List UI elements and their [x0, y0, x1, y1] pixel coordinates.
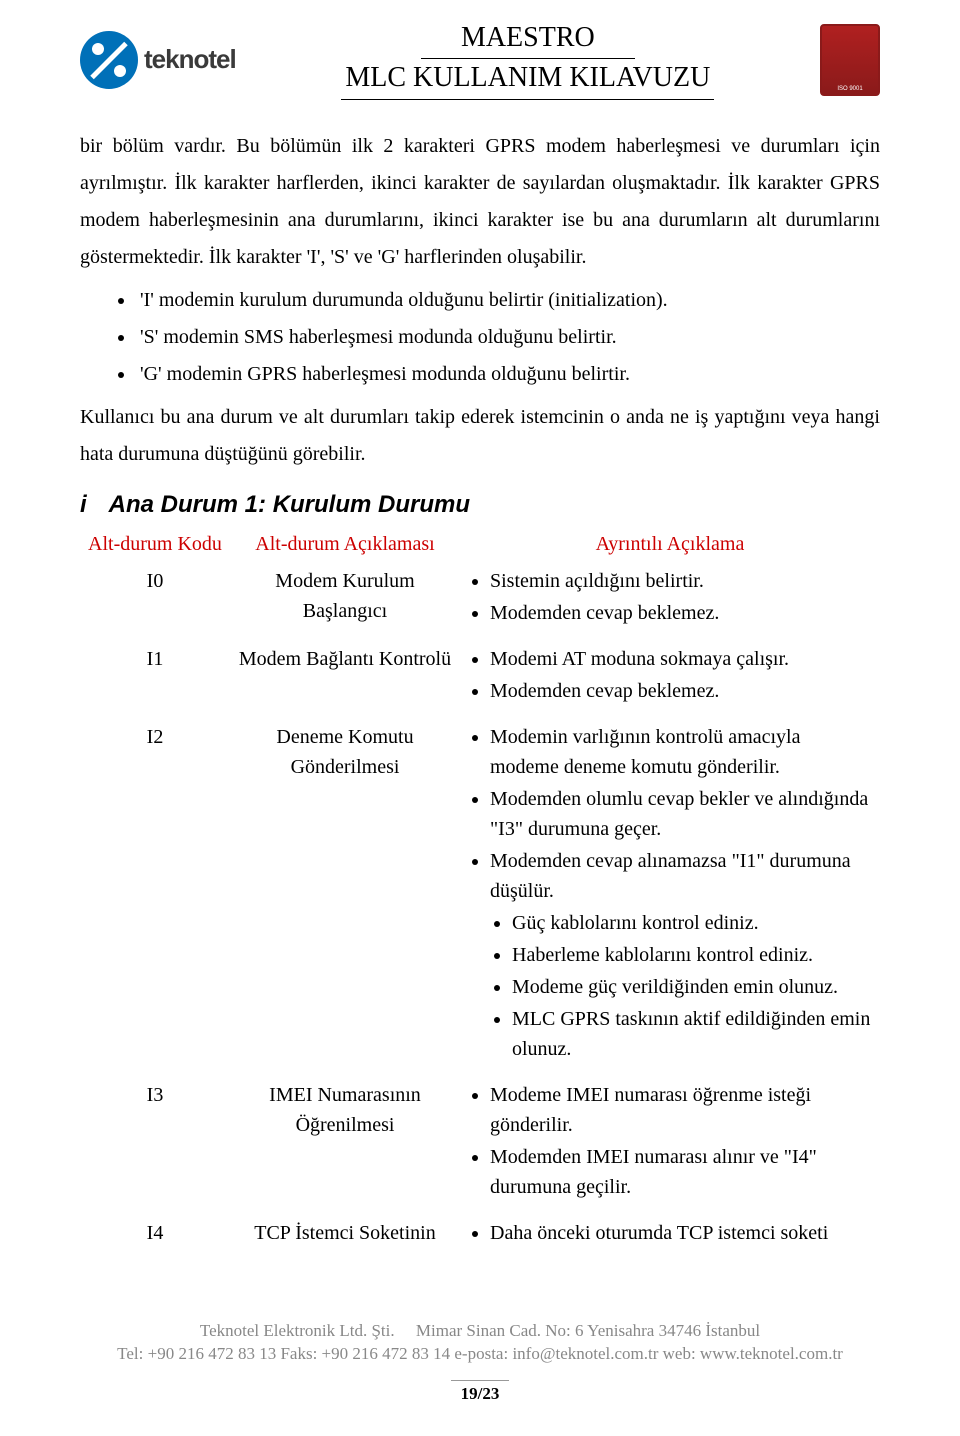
cell-code: I1: [80, 640, 230, 718]
intro-bullet-3: 'G' modemin GPRS haberleşmesi modunda ol…: [136, 356, 880, 393]
cell-code: I4: [80, 1214, 230, 1260]
cell-code: I3: [80, 1076, 230, 1214]
title-line-2: MLC KULLANIM KILAVUZU: [341, 59, 714, 99]
table-row: I3IMEI Numarasının Öğrenilmesi Modeme IME…: [80, 1076, 880, 1214]
footer-line-2: Tel: +90 216 472 83 13 Faks: +90 216 472…: [80, 1343, 880, 1366]
title-line-1: MAESTRO: [421, 20, 635, 59]
footer-line-1: Teknotel Elektronik Ltd. Şti. Mimar Sina…: [80, 1320, 880, 1343]
page-footer: Teknotel Elektronik Ltd. Şti. Mimar Sina…: [80, 1320, 880, 1406]
intro-paragraph-2: Kullanıcı bu ana durum ve alt durumları …: [80, 399, 880, 473]
detail-sub-item: MLC GPRS taskının aktif edildiğinden emi…: [512, 1004, 872, 1064]
cell-detail: Modemin varlığının kontrolü amacıyla mod…: [460, 718, 880, 1076]
table-row: I2Deneme Komutu Gönderilmesi Modemin varl…: [80, 718, 880, 1076]
footer-company: Teknotel Elektronik Ltd. Şti.: [200, 1321, 395, 1340]
detail-item: Modemden cevap alınamazsa "I1" durumuna …: [490, 846, 872, 906]
section-title: Ana Durum 1: Kurulum Durumu: [109, 491, 470, 518]
detail-item: Sistemin açıldığını belirtir.: [490, 566, 872, 596]
intro-bullets: 'I' modemin kurulum durumunda olduğunu b…: [136, 282, 880, 393]
detail-sub-item: Güç kablolarını kontrol ediniz.: [512, 908, 872, 938]
detail-sub-item: Modeme güç verildiğinden emin olunuz.: [512, 972, 872, 1002]
document-title: MAESTRO MLC KULLANIM KILAVUZU: [236, 20, 820, 100]
intro-bullet-2: 'S' modemin SMS haberleşmesi modunda old…: [136, 319, 880, 356]
cell-desc: TCP İstemci Soketinin: [230, 1214, 460, 1260]
page-number: 19/23: [451, 1380, 510, 1406]
cell-code: I0: [80, 562, 230, 640]
brand-name: teknotel: [144, 44, 236, 75]
detail-item: Modemden IMEI numarası alınır ve "I4" du…: [490, 1142, 872, 1202]
detail-item: Modemden cevap beklemez.: [490, 598, 872, 628]
table-header-row: Alt-durum Kodu Alt-durum Açıklaması Ayrı…: [80, 529, 880, 562]
col-header-desc: Alt-durum Açıklaması: [230, 529, 460, 562]
brand-logo: teknotel: [80, 31, 236, 89]
section-heading: i Ana Durum 1: Kurulum Durumu: [80, 491, 880, 519]
iso-badge-icon: [820, 24, 880, 96]
cell-detail: Modeme IMEI numarası öğrenme isteği gönd…: [460, 1076, 880, 1214]
detail-item: Modeme IMEI numarası öğrenme isteği gönd…: [490, 1080, 872, 1140]
table-body: I0Modem Kurulum BaşlangıcıSistemin açıld…: [80, 562, 880, 1260]
detail-item: Modemin varlığının kontrolü amacıyla mod…: [490, 722, 872, 782]
intro-bullet-1: 'I' modemin kurulum durumunda olduğunu b…: [136, 282, 880, 319]
cell-desc: Modem Bağlantı Kontrolü: [230, 640, 460, 718]
section-number: i: [80, 491, 87, 518]
cell-code: I2: [80, 718, 230, 1076]
footer-address: Mimar Sinan Cad. No: 6 Yenisahra 34746 İ…: [416, 1321, 760, 1340]
table-row: I1Modem Bağlantı KontrolüModemi AT modun…: [80, 640, 880, 718]
status-table: Alt-durum Kodu Alt-durum Açıklaması Ayrı…: [80, 529, 880, 1260]
col-header-code: Alt-durum Kodu: [80, 529, 230, 562]
detail-sub-item: Haberleme kablolarını kontrol ediniz.: [512, 940, 872, 970]
cell-detail: Daha önceki oturumda TCP istemci soketi: [460, 1214, 880, 1260]
table-row: I0Modem Kurulum BaşlangıcıSistemin açıld…: [80, 562, 880, 640]
table-row: I4TCP İstemci Soketinin Daha önceki oturu…: [80, 1214, 880, 1260]
detail-item: Modemden cevap beklemez.: [490, 676, 872, 706]
col-header-detail: Ayrıntılı Açıklama: [460, 529, 880, 562]
detail-item: Modemden olumlu cevap bekler ve alındığı…: [490, 784, 872, 844]
intro-paragraph-1: bir bölüm vardır. Bu bölümün ilk 2 karak…: [80, 128, 880, 276]
cell-desc: Deneme Komutu Gönderilmesi: [230, 718, 460, 1076]
detail-item: Modemi AT moduna sokmaya çalışır.: [490, 644, 872, 674]
page-header: teknotel MAESTRO MLC KULLANIM KILAVUZU: [80, 20, 880, 100]
cell-detail: Modemi AT moduna sokmaya çalışır.Modemde…: [460, 640, 880, 718]
cell-desc: Modem Kurulum Başlangıcı: [230, 562, 460, 640]
detail-item: Daha önceki oturumda TCP istemci soketi: [490, 1218, 872, 1248]
cell-desc: IMEI Numarasının Öğrenilmesi: [230, 1076, 460, 1214]
cell-detail: Sistemin açıldığını belirtir.Modemden ce…: [460, 562, 880, 640]
logo-mark-icon: [80, 31, 138, 89]
